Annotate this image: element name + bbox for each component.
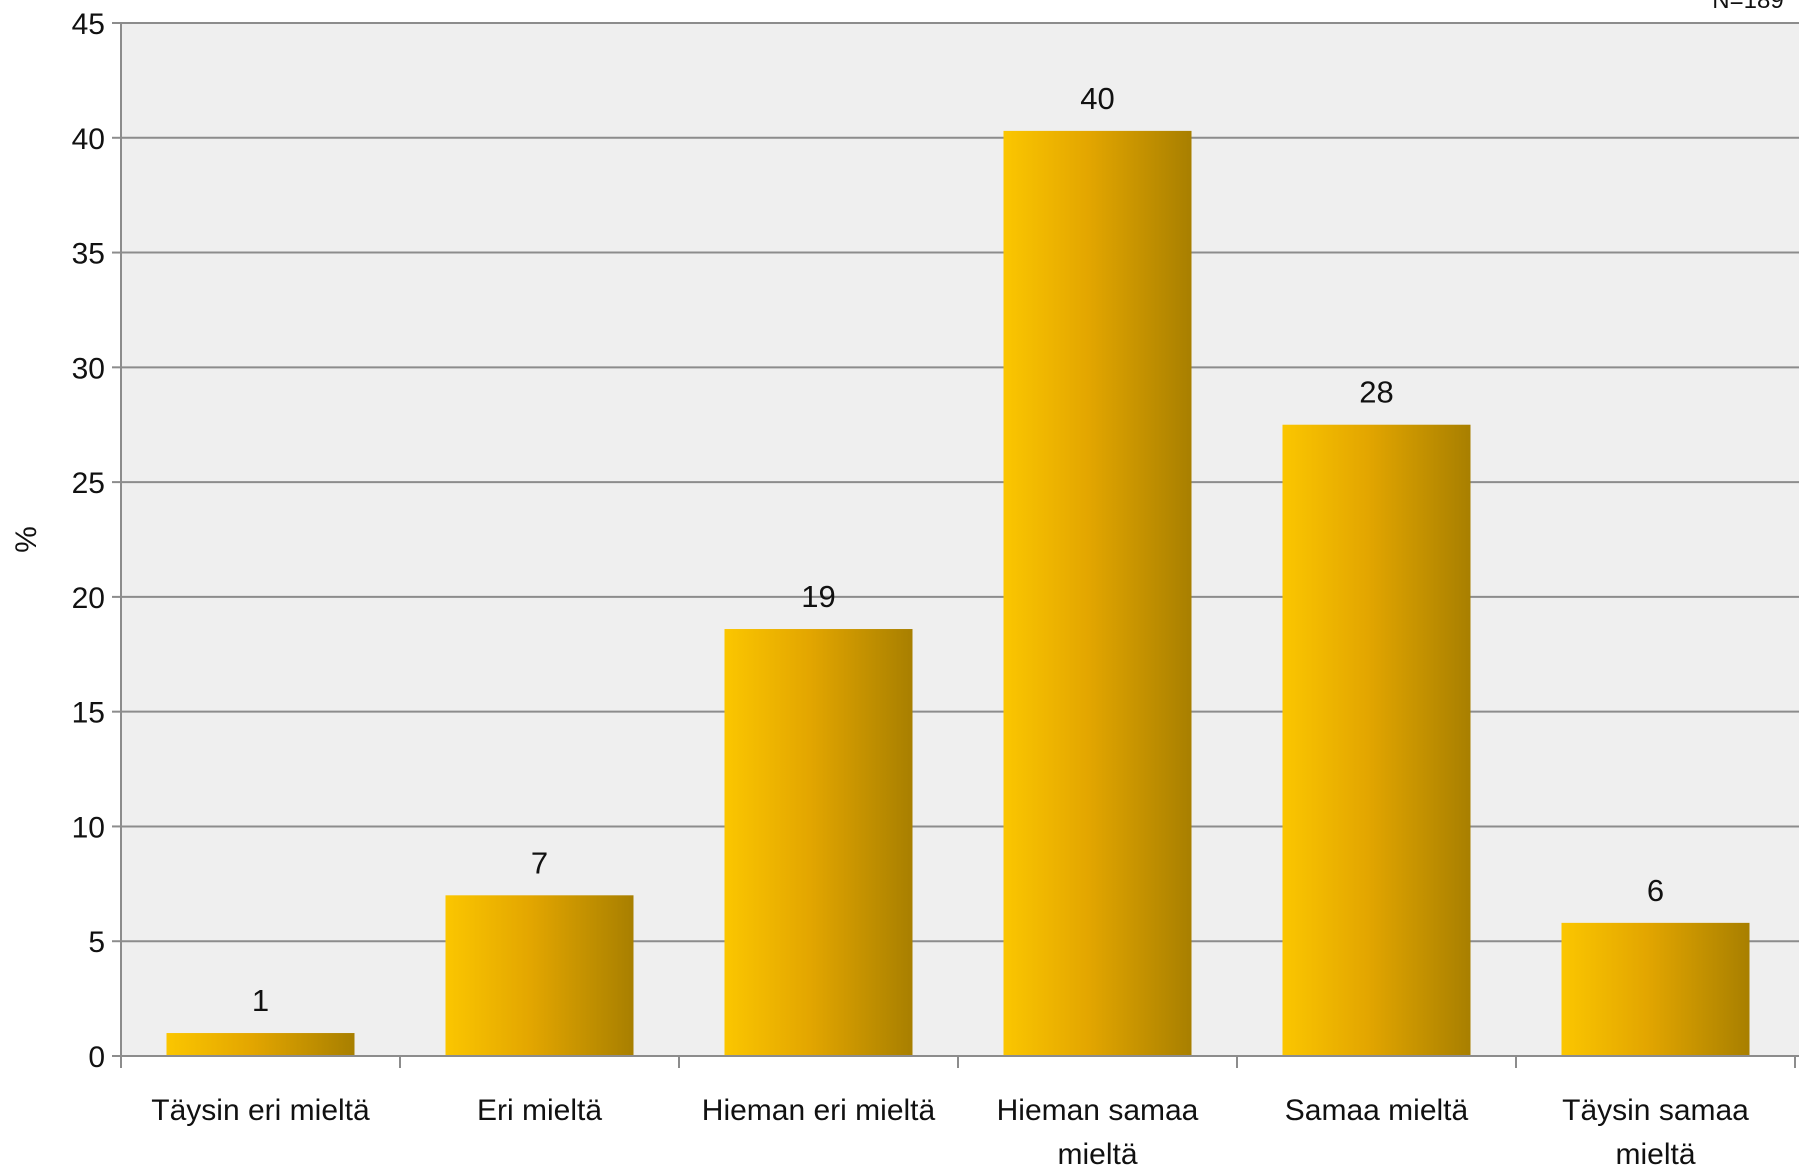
- y-tick-label: 35: [72, 238, 105, 271]
- bars: [166, 130, 1750, 1056]
- y-tick-label: 0: [88, 1041, 105, 1074]
- labels: 0 5 10 15 20 25 30 35 40 45 1 Täysin eri mieltä 7 Eri…: [72, 8, 1750, 1171]
- plot-area: [121, 23, 1799, 1056]
- data-label: 7: [531, 845, 548, 880]
- y-tick-label: 20: [72, 582, 105, 615]
- x-category-label: Eri mieltä: [477, 1094, 602, 1127]
- x-category-label: mieltä: [1057, 1138, 1137, 1171]
- y-tick-label: 15: [72, 697, 105, 730]
- bar: [1561, 922, 1750, 1056]
- bar: [724, 629, 913, 1056]
- data-label: 40: [1080, 81, 1114, 116]
- bar: [445, 895, 634, 1056]
- y-tick-label: 30: [72, 352, 105, 385]
- y-tick-label: 45: [72, 8, 105, 41]
- y-tick-label: 40: [72, 123, 105, 156]
- bar: [1282, 424, 1471, 1056]
- x-category-label: Hieman samaa: [997, 1094, 1199, 1127]
- data-label: 6: [1647, 873, 1664, 908]
- data-label: 19: [801, 579, 835, 614]
- y-tick-label: 10: [72, 811, 105, 844]
- x-category-label: mieltä: [1615, 1138, 1695, 1171]
- data-label: 28: [1359, 375, 1393, 410]
- bar: [166, 1033, 355, 1056]
- x-category-label: Samaa mieltä: [1285, 1094, 1469, 1127]
- bar: [1003, 130, 1192, 1056]
- y-tick-label: 25: [72, 467, 105, 500]
- sample-size-note: N=189: [1712, 0, 1783, 14]
- gridlines: [121, 22, 1799, 943]
- y-tick-label: 5: [88, 926, 105, 959]
- x-category-label: Täysin eri mieltä: [151, 1094, 370, 1127]
- y-axis-title: %: [10, 526, 43, 553]
- x-category-label: Hieman eri mieltä: [702, 1094, 936, 1127]
- x-category-label: Täysin samaa: [1562, 1094, 1749, 1127]
- axes: [112, 22, 1799, 1068]
- data-label: 1: [252, 983, 269, 1018]
